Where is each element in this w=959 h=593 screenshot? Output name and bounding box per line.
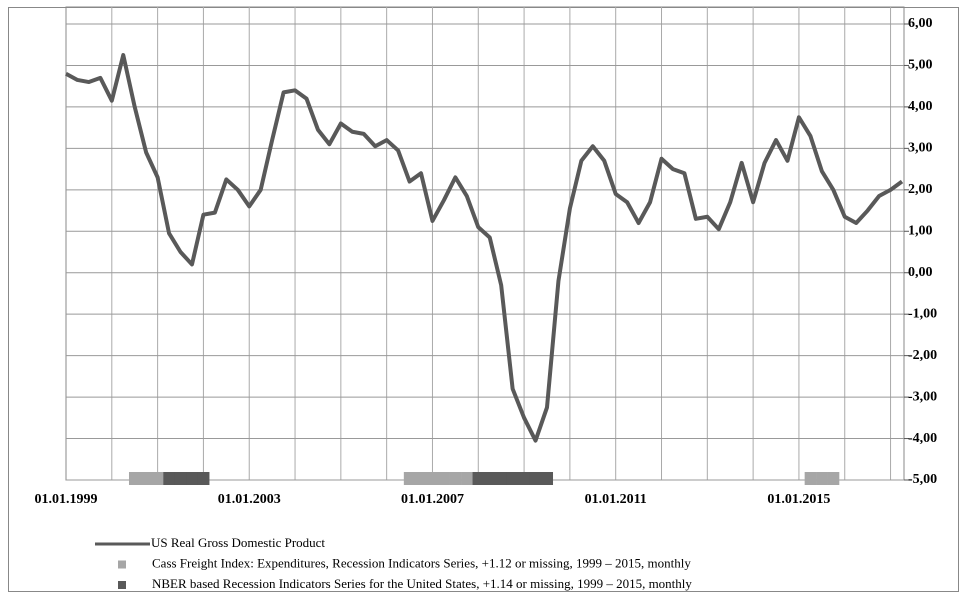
recession-bar: [472, 472, 485, 485]
y-tick-label: 0,00: [908, 265, 933, 280]
recession-bar: [816, 472, 828, 485]
recession-bar: [197, 472, 210, 485]
recession-bar: [461, 472, 473, 485]
x-tick-label: 01.01.2015: [767, 492, 830, 507]
recession-bar: [804, 472, 817, 485]
y-tick-label: 6,00: [908, 16, 933, 31]
y-tick-label: 5,00: [908, 58, 933, 73]
recession-bar: [518, 472, 531, 485]
recession-bar: [415, 472, 428, 485]
y-tick-label: 4,00: [908, 99, 933, 114]
legend-swatch: [118, 581, 126, 589]
y-tick-label: -4,00: [908, 431, 937, 446]
recession-bar: [151, 472, 164, 485]
recession-bar: [827, 472, 840, 485]
recession-bar: [140, 472, 153, 485]
recession-bar: [484, 472, 496, 485]
recession-bar: [506, 472, 519, 485]
recession-bar: [174, 472, 187, 485]
x-tick-label: 01.01.2003: [218, 492, 281, 507]
recession-bar: [438, 472, 450, 485]
y-tick-label: -2,00: [908, 348, 937, 363]
x-tick-label: 01.01.1999: [35, 492, 98, 507]
recession-bar: [186, 472, 198, 485]
plot-frame: [65, 6, 905, 481]
y-tick-label: -5,00: [908, 472, 937, 487]
x-tick-label: 01.01.2011: [585, 492, 647, 507]
legend-label: US Real Gross Domestic Product: [151, 535, 325, 550]
recession-bar: [495, 472, 508, 485]
legend-swatch: [118, 560, 126, 569]
y-tick-label: 3,00: [908, 141, 933, 156]
x-tick-label: 01.01.2007: [401, 492, 464, 507]
recession-bar: [403, 472, 416, 485]
grid: [65, 6, 909, 481]
recession-bar: [541, 472, 554, 485]
labels: -5,00 -4,00 -3,00 -2,00 -1,00 0,00 1,00 2,00 3,0…: [35, 16, 938, 507]
data-line: [65, 53, 904, 443]
recession-bar: [426, 472, 439, 485]
recession-bar: [529, 472, 542, 485]
recession-bar: [163, 472, 176, 485]
recession-bar: [449, 472, 462, 485]
legend-label: Cass Freight Index: Expenditures, Recess…: [152, 555, 691, 570]
legend-label: NBER based Recession Indicators Series f…: [152, 576, 692, 591]
y-tick-label: 1,00: [908, 223, 933, 238]
y-tick-label: -3,00: [908, 389, 937, 404]
recession-bar: [128, 472, 141, 485]
marks: [65, 53, 904, 485]
y-tick-label: -1,00: [908, 306, 937, 321]
y-tick-label: 2,00: [908, 182, 933, 197]
legend: US Real Gross Domestic Product Cass Freig…: [95, 535, 692, 591]
